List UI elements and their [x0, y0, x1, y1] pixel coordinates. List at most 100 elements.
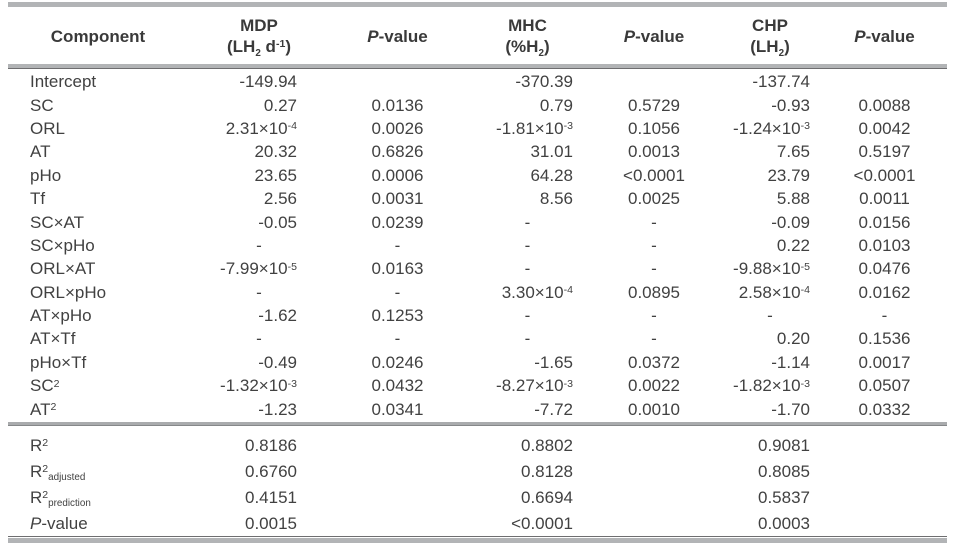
cell-mdp-coefficient: -1.62: [258, 306, 297, 326]
cell-mhc-p-value: <0.0001: [623, 165, 685, 185]
cell-chp-p-value: [822, 510, 947, 536]
cell-mhc-coefficient: 0.79: [539, 95, 573, 115]
header-cell-mdp-coefficient: MDP (LH2 d-1): [227, 16, 291, 59]
model-statistics-table: R2 0.8186 0.8802 0.9081 R2adjusted 0.6760 0.81…: [8, 432, 947, 536]
cell-mhc-coefficient: -370.39: [515, 72, 573, 92]
cell-mdp-coefficient: -: [256, 329, 262, 349]
cell-mhc-p-value: 0.0013: [628, 142, 680, 162]
cell-mdp-coefficient: -149.94: [239, 72, 297, 92]
cell-chp-p-value: [822, 458, 947, 484]
table-row: ORL 2.31×10-4 0.0026 -1.81×10-3 0.1056 -1.24×…: [8, 117, 947, 140]
cell-chp-p-value: 0.0017: [858, 352, 911, 372]
header-cell-chp-coefficient: CHP (LH2): [750, 16, 790, 59]
cell-mdp-coefficient: 0.6760: [245, 461, 297, 481]
cell-chp-p-value: 0.0332: [858, 399, 911, 419]
cell-mdp-coefficient: 0.27: [263, 95, 297, 115]
cell-mhc-coefficient: -: [524, 306, 531, 326]
cell-component: R2prediction: [30, 487, 91, 510]
cell-chp-p-value: 0.0162: [858, 282, 911, 302]
cell-mhc-p-value: 0.0895: [628, 282, 680, 302]
cell-mhc-coefficient: -1.65: [534, 352, 573, 372]
coefficient-table: Intercept -149.94 -370.39 -137.74 SC 0.27 0.01…: [8, 70, 947, 421]
cell-component: Tf: [30, 189, 46, 209]
cell-mhc-p-value: -: [651, 259, 657, 279]
cell-mdp-p-value: -: [394, 329, 401, 349]
cell-chp-coefficient: -137.74: [752, 72, 810, 92]
cell-chp-p-value: [822, 432, 947, 458]
cell-mhc-coefficient: 0.8802: [521, 435, 573, 455]
cell-mhc-coefficient: 64.28: [530, 165, 573, 185]
cell-mdp-p-value: 0.0246: [371, 352, 424, 372]
cell-mdp-p-value: [330, 70, 465, 93]
cell-chp-coefficient: 23.79: [767, 165, 810, 185]
cell-mhc-p-value: [590, 484, 718, 510]
cell-component: pHo: [30, 165, 62, 185]
cell-chp-p-value: 0.0103: [858, 235, 911, 255]
cell-chp-coefficient: 0.8085: [758, 461, 810, 481]
header-cell-mdp-p-value: P-value: [367, 26, 428, 46]
cell-component: P-value: [30, 513, 88, 533]
cell-chp-coefficient: -: [767, 306, 773, 326]
cell-component: AT: [30, 142, 51, 162]
cell-chp-p-value: 0.0507: [858, 376, 911, 396]
cell-mdp-coefficient: -: [256, 235, 262, 255]
cell-mhc-p-value: [590, 432, 718, 458]
cell-mdp-coefficient: 2.56: [263, 189, 297, 209]
table-row: R2 0.8186 0.8802 0.9081: [8, 432, 947, 458]
table-row: SC×pHo - - - - 0.22 0.0103: [8, 234, 947, 257]
table-row: SC×AT -0.05 0.0239 - - -0.09 0.0156: [8, 210, 947, 233]
cell-component: SC×AT: [30, 212, 85, 232]
table-row: SC 0.27 0.0136 0.79 0.5729 -0.93 0.0088: [8, 93, 947, 116]
cell-mhc-p-value: [590, 70, 718, 93]
table-row: R2adjusted 0.6760 0.8128 0.8085: [8, 458, 947, 484]
header-bottom-rule: [8, 64, 947, 68]
cell-mhc-p-value: 0.0372: [628, 352, 680, 372]
cell-component: AT×Tf: [30, 329, 76, 349]
cell-mdp-p-value: 0.0136: [371, 95, 424, 115]
table-row: Tf 2.56 0.0031 8.56 0.0025 5.88 0.0011: [8, 187, 947, 210]
cell-mhc-p-value: [590, 510, 718, 536]
cell-mdp-p-value: [330, 484, 465, 510]
table-top-rule: [8, 2, 947, 7]
cell-mhc-p-value: 0.0022: [628, 376, 680, 396]
cell-mhc-p-value: -: [651, 329, 657, 349]
cell-mhc-coefficient: 3.30×10-4: [501, 282, 573, 302]
table-row: ORL×AT -7.99×10-5 0.0163 - - -9.88×10-5 0.0476: [8, 257, 947, 280]
cell-mhc-coefficient: 0.6694: [521, 487, 573, 507]
table-row: Intercept -149.94 -370.39 -137.74: [8, 70, 947, 93]
cell-component: SC2: [30, 376, 60, 396]
cell-mdp-p-value: 0.0026: [371, 118, 424, 138]
table-row: AT×pHo -1.62 0.1253 - - - -: [8, 304, 947, 327]
cell-chp-p-value: 0.0042: [858, 118, 911, 138]
cell-component: SC: [30, 95, 54, 115]
cell-component: AT2: [30, 399, 57, 419]
cell-mdp-coefficient: -0.05: [258, 212, 297, 232]
cell-chp-coefficient: -1.82×10-3: [733, 376, 810, 396]
cell-mhc-coefficient: 8.56: [539, 189, 573, 209]
cell-component: R2: [30, 435, 49, 455]
cell-chp-coefficient: -0.09: [771, 212, 810, 232]
cell-chp-p-value: 0.0011: [859, 189, 910, 209]
cell-mdp-p-value: 0.0341: [371, 399, 424, 419]
cell-chp-coefficient: -0.93: [771, 95, 810, 115]
table-row: SC2 -1.32×10-3 0.0432 -8.27×10-3 0.0022 -1.82…: [8, 374, 947, 397]
cell-mhc-coefficient: -: [524, 329, 531, 349]
header-cell-chp-p-value: P-value: [854, 26, 915, 46]
cell-mdp-p-value: 0.0432: [371, 376, 424, 396]
table-bottom-rule-thin: [8, 536, 947, 537]
cell-mhc-p-value: 0.5729: [628, 95, 680, 115]
cell-mdp-coefficient: 2.31×10-4: [225, 118, 297, 138]
cell-chp-coefficient: 0.20: [776, 329, 810, 349]
table-row: P-value 0.0015 <0.0001 0.0003: [8, 510, 947, 536]
cell-chp-coefficient: 0.9081: [758, 435, 810, 455]
cell-mdp-coefficient: 23.65: [254, 165, 297, 185]
cell-mdp-coefficient: -: [256, 282, 262, 302]
cell-mdp-p-value: 0.6826: [371, 142, 424, 162]
cell-chp-p-value: 0.0476: [858, 259, 911, 279]
cell-mhc-p-value: [590, 458, 718, 484]
cell-chp-p-value: 0.5197: [858, 142, 911, 162]
cell-mdp-coefficient: -0.49: [258, 352, 297, 372]
cell-mhc-coefficient: -: [524, 259, 531, 279]
cell-chp-coefficient: -9.88×10-5: [733, 259, 810, 279]
cell-mhc-coefficient: 31.01: [530, 142, 573, 162]
